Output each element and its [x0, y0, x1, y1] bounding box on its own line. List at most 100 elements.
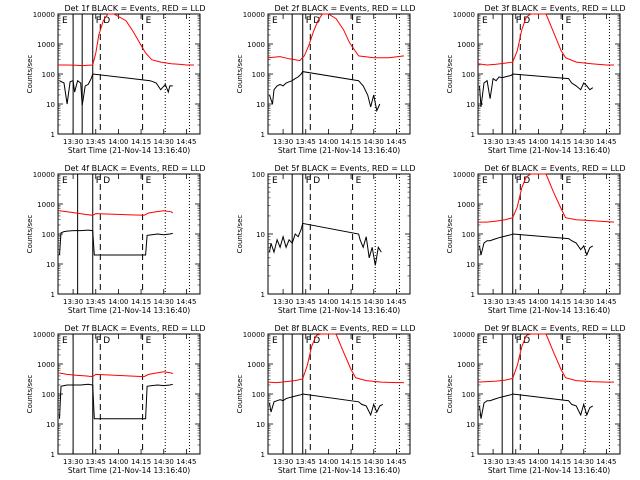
- marker-letter: E: [566, 176, 572, 186]
- y-axis-label: Counts/sec: [236, 215, 244, 254]
- marker-letter: F: [306, 336, 311, 346]
- series-line-lld: [477, 333, 614, 383]
- x-tick-label: 13:30: [483, 138, 503, 146]
- x-tick-label: 14:45: [176, 138, 196, 146]
- y-tick-label: 100: [462, 71, 475, 79]
- x-axis-label: Start Time (21-Nov-14 13:16:40): [278, 306, 400, 315]
- panel-title: Det 8f BLACK = Events, RED = LLD: [274, 324, 415, 333]
- marker-letter: D: [103, 176, 110, 186]
- y-tick-label: 1: [51, 451, 55, 459]
- x-tick-label: 14:30: [574, 458, 594, 466]
- x-axis-label: Start Time (21-Nov-14 13:16:40): [278, 146, 400, 155]
- x-tick-label: 14:45: [386, 138, 406, 146]
- marker-letter: E: [62, 176, 68, 186]
- x-tick-label: 14:45: [386, 298, 406, 306]
- x-tick-label: 13:45: [296, 138, 316, 146]
- y-axis-label: Counts/sec: [446, 55, 454, 94]
- panel-4: Det 4f BLACK = Events, RED = LLD 1 10 100 10…: [26, 164, 206, 315]
- y-axis-label: Counts/sec: [446, 375, 454, 414]
- y-tick-label: 10: [46, 261, 55, 269]
- series-line-events: [59, 229, 173, 256]
- panel-2: Det 2f BLACK = Events, RED = LLD 1 10 100 10…: [236, 4, 416, 155]
- x-tick-label: 14:45: [596, 138, 616, 146]
- y-tick-label: 1000: [457, 361, 475, 369]
- x-axis-label: Start Time (21-Nov-14 13:16:40): [488, 146, 610, 155]
- x-tick-label: 14:30: [154, 298, 174, 306]
- y-tick-label: 10: [256, 101, 265, 109]
- x-tick-label: 13:30: [63, 138, 83, 146]
- x-tick-label: 14:30: [364, 138, 384, 146]
- x-tick-label: 14:00: [528, 298, 548, 306]
- y-tick-label: 1000: [457, 41, 475, 49]
- x-tick-label: 13:45: [506, 458, 526, 466]
- x-tick-label: 14:30: [574, 138, 594, 146]
- series-line-lld: [59, 210, 174, 216]
- series-line-events: [269, 393, 384, 417]
- series-line-lld: [58, 13, 194, 67]
- x-tick-label: 13:30: [63, 298, 83, 306]
- y-axis-label: Counts/sec: [236, 55, 244, 94]
- marker-letter: E: [482, 16, 488, 26]
- series-line-lld: [59, 371, 173, 378]
- marker-letter: F: [96, 176, 101, 186]
- marker-letter: F: [306, 16, 311, 26]
- y-tick-label: 100: [252, 71, 265, 79]
- marker-letter: F: [96, 336, 101, 346]
- y-tick-label: 100: [42, 391, 55, 399]
- y-tick-label: 100: [462, 391, 475, 399]
- x-tick-label: 14:00: [528, 458, 548, 466]
- series-line-events: [269, 71, 381, 113]
- y-tick-label: 10: [46, 101, 55, 109]
- x-tick-label: 13:45: [296, 298, 316, 306]
- y-tick-label: 10: [46, 421, 55, 429]
- x-tick-label: 13:45: [86, 298, 106, 306]
- y-tick-label: 1: [51, 291, 55, 299]
- series-line-events: [479, 73, 594, 107]
- marker-letter: D: [523, 16, 530, 26]
- y-tick-label: 10: [466, 421, 475, 429]
- marker-letter: D: [523, 336, 530, 346]
- x-tick-label: 14:45: [596, 458, 616, 466]
- marker-letter: D: [523, 176, 530, 186]
- marker-letter: F: [516, 336, 521, 346]
- y-tick-label: 100: [42, 71, 55, 79]
- marker-letter: D: [103, 16, 110, 26]
- series-line-events: [59, 383, 173, 420]
- x-tick-label: 14:45: [176, 458, 196, 466]
- marker-letter: E: [356, 16, 362, 26]
- x-tick-label: 13:30: [483, 458, 503, 466]
- series-line-lld: [267, 13, 405, 62]
- series-line-lld: [477, 13, 614, 66]
- series-line-events: [479, 393, 594, 419]
- plot-frame: [57, 333, 201, 455]
- y-axis-label: Counts/sec: [446, 215, 454, 254]
- y-tick-label: 1000: [247, 41, 265, 49]
- marker-letter: E: [566, 16, 572, 26]
- y-axis-label: Counts/sec: [236, 375, 244, 414]
- marker-letter: E: [146, 336, 152, 346]
- x-tick-label: 14:15: [341, 138, 361, 146]
- plot-frame: [477, 333, 621, 455]
- y-tick-label: 10: [466, 101, 475, 109]
- x-tick-label: 13:45: [506, 138, 526, 146]
- plot-frame: [477, 13, 621, 135]
- x-tick-label: 14:00: [108, 458, 128, 466]
- panel-6: Det 6f BLACK = Events, RED = LLD 1 10 100 10…: [446, 164, 626, 315]
- marker-letter: F: [516, 16, 521, 26]
- plot-frame: [267, 333, 411, 455]
- y-tick-label: 1: [261, 451, 265, 459]
- y-tick-label: 100: [462, 231, 475, 239]
- series-line-events: [479, 233, 594, 257]
- y-tick-label: 1: [261, 131, 265, 139]
- y-tick-label: 1000: [457, 201, 475, 209]
- y-tick-label: 1000: [247, 361, 265, 369]
- y-axis-label: Counts/sec: [26, 55, 34, 94]
- x-tick-label: 14:00: [318, 298, 338, 306]
- x-tick-label: 14:00: [108, 298, 128, 306]
- y-tick-label: 10000: [453, 11, 475, 19]
- marker-letter: E: [482, 336, 488, 346]
- y-tick-label: 10000: [33, 11, 55, 19]
- x-tick-label: 14:00: [318, 458, 338, 466]
- panel-3: Det 3f BLACK = Events, RED = LLD 1 10 100 10…: [446, 4, 626, 155]
